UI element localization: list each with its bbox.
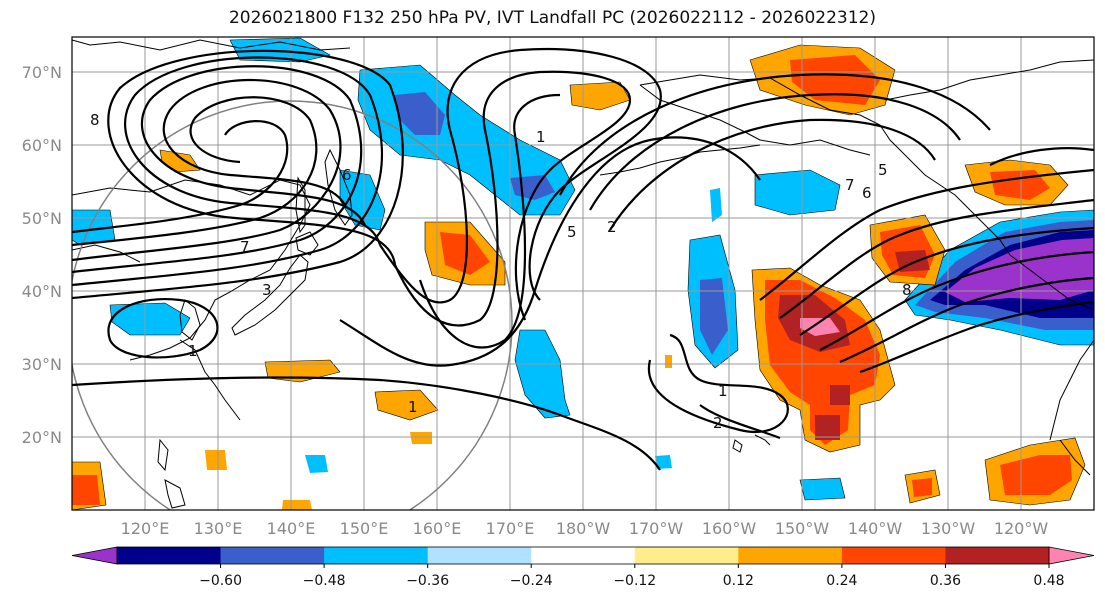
contour-label: 8 xyxy=(90,111,100,129)
contour-label: 8 xyxy=(902,281,912,299)
colorbar-tick-label: 0.36 xyxy=(930,573,961,589)
lon-label: 120°E xyxy=(121,519,170,538)
lon-label: 140°E xyxy=(267,519,316,538)
contour-label: 2 xyxy=(713,414,723,432)
contour-label: 5 xyxy=(878,161,888,179)
positive-anomaly-region xyxy=(1000,455,1072,495)
positive-anomaly-region xyxy=(72,475,100,505)
lon-label: 150°W xyxy=(775,519,830,538)
negative-anomaly-region xyxy=(229,37,331,63)
negative-anomaly-region xyxy=(514,329,571,419)
colorbar-extend-low xyxy=(71,546,118,565)
positive-anomaly-region xyxy=(440,232,490,275)
colorbar-outline xyxy=(116,546,1050,565)
positive-anomaly-region xyxy=(800,318,840,336)
positive-anomaly-region xyxy=(374,389,439,421)
negative-anomaly-region xyxy=(700,278,728,355)
lon-label: 160°E xyxy=(413,519,462,538)
negative-anomaly-region xyxy=(395,92,445,135)
pv-contours xyxy=(72,47,1094,471)
lat-label: 40°N xyxy=(22,282,62,301)
lon-label: 150°E xyxy=(340,519,389,538)
contour-label: 1 xyxy=(188,342,198,360)
contour-label: 6 xyxy=(342,166,352,184)
contour-label: 1 xyxy=(718,382,728,400)
contour-label: 7 xyxy=(845,176,855,194)
positive-anomaly-region xyxy=(815,415,840,440)
longitude-labels: 120°E 130°E 140°E 150°E 160°E 170°E 180°… xyxy=(121,519,1049,538)
contour-label: 1 xyxy=(408,398,418,416)
colorbar-segment xyxy=(531,547,636,564)
lon-label: 130°W xyxy=(921,519,976,538)
latitude-labels: 70°N 60°N 50°N 40°N 30°N 20°N xyxy=(22,63,62,447)
positive-anomaly-region xyxy=(282,500,312,510)
contour-label: 1 xyxy=(536,128,546,146)
colorbar-tick-label: 0.48 xyxy=(1033,573,1064,589)
contour-label: 5 xyxy=(567,223,577,241)
positive-anomaly-region xyxy=(410,432,432,444)
negative-anomaly-region xyxy=(945,238,1094,302)
negative-anomaly-region xyxy=(305,455,328,473)
positive-anomaly-region xyxy=(569,81,631,111)
contour-label: 2 xyxy=(607,218,617,236)
lon-label: 140°W xyxy=(848,519,903,538)
positive-anomaly-region xyxy=(990,170,1050,200)
distance-ring xyxy=(72,100,513,510)
colorbar-segment xyxy=(324,547,429,564)
positive-anomaly-region xyxy=(830,385,850,405)
contour-label: 7 xyxy=(240,238,250,256)
colorbar: −0.60 −0.48 −0.36 −0.24 −0.12 0.12 0.24 0.36 0.4… xyxy=(71,546,1095,589)
lat-label: 70°N xyxy=(22,63,62,82)
map-title: 2026021800 F132 250 hPa PV, IVT Landfall… xyxy=(228,8,876,28)
colorbar-segment xyxy=(634,547,739,564)
lon-label: 120°W xyxy=(994,519,1049,538)
negative-anomaly-region xyxy=(710,188,722,222)
colorbar-extend-high xyxy=(1048,546,1095,565)
colorbar-tick-label: −0.12 xyxy=(613,573,656,589)
negative-anomaly-region xyxy=(754,169,841,216)
colorbar-segment xyxy=(841,547,946,564)
negative-anomaly-region xyxy=(655,455,672,469)
colorbar-tick-label: −0.24 xyxy=(510,573,553,589)
shaded-anomaly-field xyxy=(72,37,1094,510)
contour-label: 3 xyxy=(262,281,272,299)
lat-label: 50°N xyxy=(22,209,62,228)
lon-label: 170°W xyxy=(629,519,684,538)
colorbar-segment xyxy=(945,547,1050,564)
colorbar-tick-label: −0.48 xyxy=(303,573,346,589)
positive-anomaly-region xyxy=(790,55,880,105)
lat-label: 30°N xyxy=(22,355,62,374)
lon-label: 180°W xyxy=(556,519,611,538)
lon-label: 170°E xyxy=(486,519,535,538)
colorbar-tick-label: 0.12 xyxy=(723,573,754,589)
contour-label: 6 xyxy=(862,184,872,202)
negative-anomaly-region xyxy=(799,477,846,501)
lat-label: 20°N xyxy=(22,428,62,447)
colorbar-segment xyxy=(427,547,532,564)
colorbar-segment xyxy=(738,547,843,564)
map-border xyxy=(71,36,1095,511)
contour-labels: 8 7 6 5 2 1 3 1 1 7 6 5 2 1 8 xyxy=(90,111,912,432)
colorbar-segment xyxy=(220,547,325,564)
lon-label: 160°W xyxy=(702,519,757,538)
positive-anomaly-region xyxy=(665,355,672,368)
negative-anomaly-region xyxy=(109,302,191,336)
positive-anomaly-region xyxy=(205,450,227,470)
lat-label: 60°N xyxy=(22,136,62,155)
colorbar-tick-label: −0.60 xyxy=(199,573,242,589)
colorbar-tick-label: −0.36 xyxy=(406,573,449,589)
positive-anomaly-region xyxy=(912,478,932,497)
colorbar-tick-label: 0.24 xyxy=(826,573,857,589)
lon-label: 130°E xyxy=(194,519,243,538)
colorbar-segment xyxy=(117,547,222,564)
